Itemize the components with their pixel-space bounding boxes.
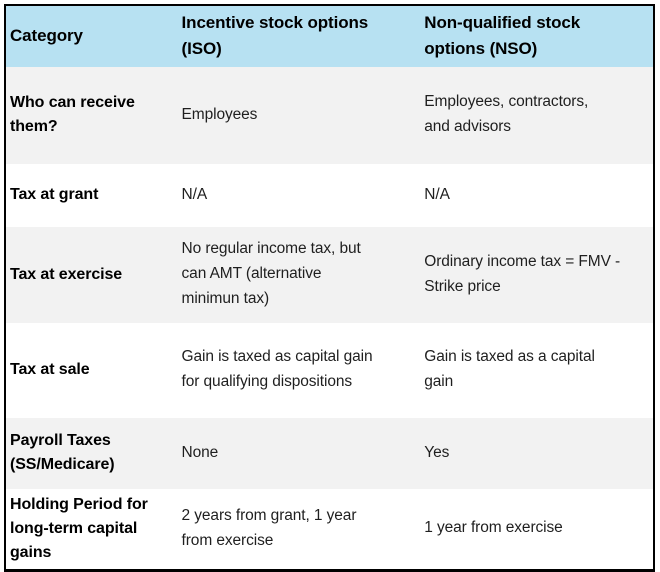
nso-cell: Yes bbox=[424, 443, 450, 461]
nso-cell: Gain is taxed as a capital gain bbox=[424, 348, 595, 391]
table-row: Payroll Taxes (SS/Medicare) None Yes bbox=[5, 417, 654, 489]
table-row: Who can receive them? Employees Employee… bbox=[5, 66, 654, 164]
table-row: Holding Period for long-term capital gai… bbox=[5, 488, 654, 571]
iso-cell: N/A bbox=[181, 185, 208, 203]
header-row: Category Incentive stock options (ISO) N… bbox=[5, 5, 654, 67]
nso-cell: Employees, contractors, and advisors bbox=[424, 93, 589, 136]
table-row: Tax at sale Gain is taxed as capital gai… bbox=[5, 322, 654, 418]
nso-cell: Ordinary income tax = FMV - Strike price bbox=[424, 252, 621, 295]
row-header-tax-at-grant: Tax at grant bbox=[10, 186, 99, 204]
row-header-tax-at-exercise: Tax at exercise bbox=[10, 265, 123, 283]
row-header-holding-period: Holding Period for long-term capital gai… bbox=[10, 495, 148, 561]
row-header-who-can-receive: Who can receive them? bbox=[10, 94, 135, 136]
iso-cell: 2 years from grant, 1 year from exercise bbox=[181, 506, 357, 549]
nso-cell: 1 year from exercise bbox=[424, 519, 563, 537]
table-row: Tax at grant N/A N/A bbox=[5, 163, 654, 227]
iso-cell: None bbox=[181, 443, 219, 461]
comparison-table: Category Incentive stock options (ISO) N… bbox=[4, 4, 655, 572]
iso-cell: Gain is taxed as capital gain for qualif… bbox=[181, 348, 373, 391]
column-header-nso: Non-qualified stock options (NSO) bbox=[424, 13, 581, 59]
column-header-category: Category bbox=[10, 26, 83, 46]
column-header-iso: Incentive stock options (ISO) bbox=[181, 13, 369, 59]
row-header-payroll-taxes: Payroll Taxes (SS/Medicare) bbox=[10, 432, 115, 474]
iso-cell: No regular income tax, but can AMT (alte… bbox=[181, 240, 361, 308]
iso-cell: Employees bbox=[181, 105, 258, 123]
row-header-tax-at-sale: Tax at sale bbox=[10, 361, 90, 379]
nso-cell: N/A bbox=[424, 185, 450, 203]
table-row: Tax at exercise No regular income tax, b… bbox=[5, 226, 654, 323]
